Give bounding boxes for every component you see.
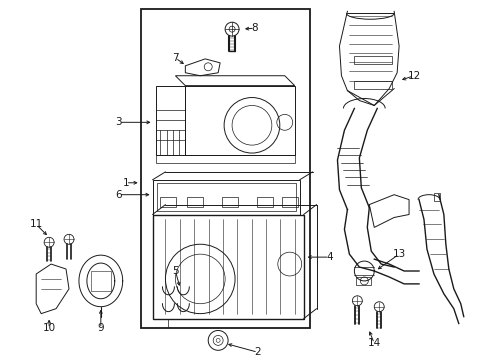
- Bar: [354, 56, 392, 64]
- Text: 12: 12: [407, 71, 420, 81]
- Bar: [434, 193, 440, 201]
- Bar: [152, 215, 304, 319]
- Bar: [222, 197, 238, 207]
- Text: 6: 6: [116, 190, 122, 200]
- Text: 8: 8: [252, 23, 258, 33]
- Bar: [354, 81, 392, 89]
- Text: 4: 4: [326, 252, 333, 262]
- Bar: [257, 197, 273, 207]
- Bar: [152, 180, 300, 215]
- Bar: [141, 9, 310, 328]
- Bar: [161, 197, 176, 207]
- Bar: [156, 183, 295, 211]
- Text: 3: 3: [116, 117, 122, 127]
- Text: 9: 9: [98, 324, 104, 333]
- Bar: [155, 155, 294, 163]
- Text: 5: 5: [172, 266, 179, 276]
- Bar: [282, 197, 298, 207]
- Text: 13: 13: [392, 249, 406, 259]
- Text: 10: 10: [43, 324, 56, 333]
- Bar: [187, 197, 203, 207]
- Text: 1: 1: [122, 178, 129, 188]
- Bar: [356, 277, 371, 285]
- Text: 7: 7: [172, 53, 179, 63]
- Text: 14: 14: [368, 338, 381, 348]
- Bar: [91, 271, 111, 291]
- Text: 11: 11: [29, 219, 43, 229]
- Text: 2: 2: [255, 347, 261, 357]
